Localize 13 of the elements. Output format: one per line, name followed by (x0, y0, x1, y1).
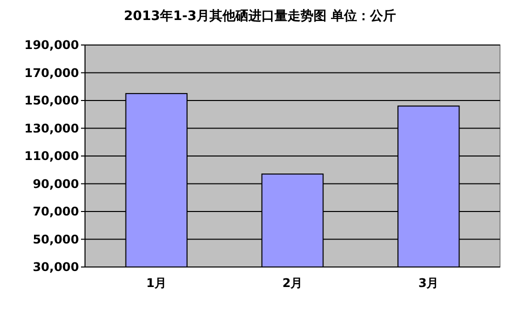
y-tick-label: 70,000 (32, 204, 79, 219)
y-tick-label: 130,000 (24, 121, 79, 136)
y-tick-label: 50,000 (32, 232, 79, 246)
y-tick-label: 30,000 (32, 260, 79, 274)
x-tick-label: 2月 (282, 276, 303, 290)
x-tick-label: 1月 (146, 276, 167, 290)
y-tick-label: 90,000 (32, 176, 79, 191)
chart-title: 2013年1-3月其他硒进口量走势图 单位：公斤 (124, 8, 396, 24)
y-tick-label: 150,000 (24, 94, 79, 108)
y-tick-label: 170,000 (24, 66, 79, 80)
y-tick-label: 190,000 (24, 38, 79, 52)
x-tick-label: 3月 (418, 276, 439, 290)
y-tick-label: 110,000 (24, 149, 79, 164)
